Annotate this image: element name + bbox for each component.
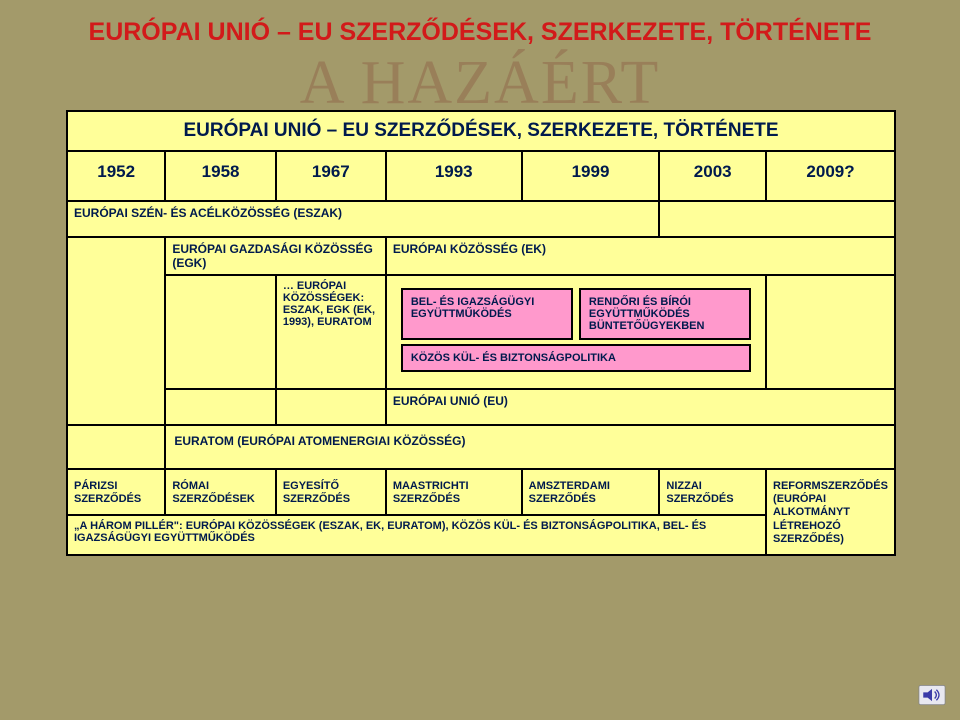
empty-cell: [67, 237, 165, 425]
treaties-row: PÁRIZSI SZERZŐDÉS RÓMAI SZERZŐDÉSEK EGYE…: [67, 469, 895, 515]
eszak-bar: EURÓPAI SZÉN- ÉS ACÉLKÖZÖSSÉG (ESZAK): [67, 201, 659, 237]
timeline-table: EURÓPAI UNIÓ – EU SZERZŐDÉSEK, SZERKEZET…: [66, 110, 896, 556]
egk-bar: EURÓPAI GAZDASÁGI KÖZÖSSÉG (EGK): [165, 237, 385, 275]
year-cell: 1967: [276, 151, 386, 201]
pink-box-rendori: RENDŐRI ÉS BÍRÓI EGYÜTTMŰKÖDÉS BÜNTETŐÜG…: [579, 288, 751, 340]
kozossegek-cell: … EURÓPAI KÖZÖSSÉGEK: ESZAK, EGK (EK, 19…: [276, 275, 386, 389]
pink-container: BEL- ÉS IGAZSÁGÜGYI EGYÜTTMŰKÖDÉS RENDŐR…: [386, 275, 766, 389]
main-title: EURÓPAI UNIÓ – EU SZERZŐDÉSEK, SZERKEZET…: [0, 18, 960, 47]
empty-cell: [659, 201, 895, 237]
empty-cell: [165, 275, 275, 389]
year-cell: 1999: [522, 151, 660, 201]
treaty-cell: AMSZTERDAMI SZERZŐDÉS: [522, 469, 660, 515]
empty-cell: [276, 389, 386, 425]
watermark-text: A HAZÁÉRT: [0, 48, 960, 119]
treaty-cell: REFORMSZERZŐDÉS (EURÓPAI ALKOTMÁNYT LÉTR…: [766, 469, 895, 555]
empty-cell: [165, 389, 275, 425]
year-cell: 2003: [659, 151, 766, 201]
euratom-bar: EURATOM (EURÓPAI ATOMENERGIAI KÖZÖSSÉG): [165, 425, 895, 469]
years-row: 1952 1958 1967 1993 1999 2003 2009?: [67, 151, 895, 201]
empty-cell: [766, 275, 895, 389]
pink-box-bel: BEL- ÉS IGAZSÁGÜGYI EGYÜTTMŰKÖDÉS: [401, 288, 573, 340]
year-cell: 1952: [67, 151, 165, 201]
table-subtitle: EURÓPAI UNIÓ – EU SZERZŐDÉSEK, SZERKEZET…: [67, 111, 895, 151]
treaty-cell: EGYESÍTŐ SZERZŐDÉS: [276, 469, 386, 515]
empty-cell: [67, 425, 165, 469]
year-cell: 1993: [386, 151, 522, 201]
eu-bar: EURÓPAI UNIÓ (EU): [386, 389, 895, 425]
year-cell: 2009?: [766, 151, 895, 201]
slide: A HAZÁÉRT EURÓPAI UNIÓ – EU SZERZŐDÉSEK,…: [0, 0, 960, 720]
treaty-cell: MAASTRICHTI SZERZŐDÉS: [386, 469, 522, 515]
pillar-note: „A HÁROM PILLÉR": EURÓPAI KÖZÖSSÉGEK (ES…: [67, 515, 766, 555]
pink-box-kozos: KÖZÖS KÜL- ÉS BIZTONSÁGPOLITIKA: [401, 344, 751, 372]
treaty-cell: RÓMAI SZERZŐDÉSEK: [165, 469, 275, 515]
speaker-icon[interactable]: [918, 684, 946, 706]
ek-bar: EURÓPAI KÖZÖSSÉG (EK): [386, 237, 895, 275]
treaty-cell: PÁRIZSI SZERZŐDÉS: [67, 469, 165, 515]
treaty-cell: NIZZAI SZERZŐDÉS: [659, 469, 766, 515]
year-cell: 1958: [165, 151, 275, 201]
